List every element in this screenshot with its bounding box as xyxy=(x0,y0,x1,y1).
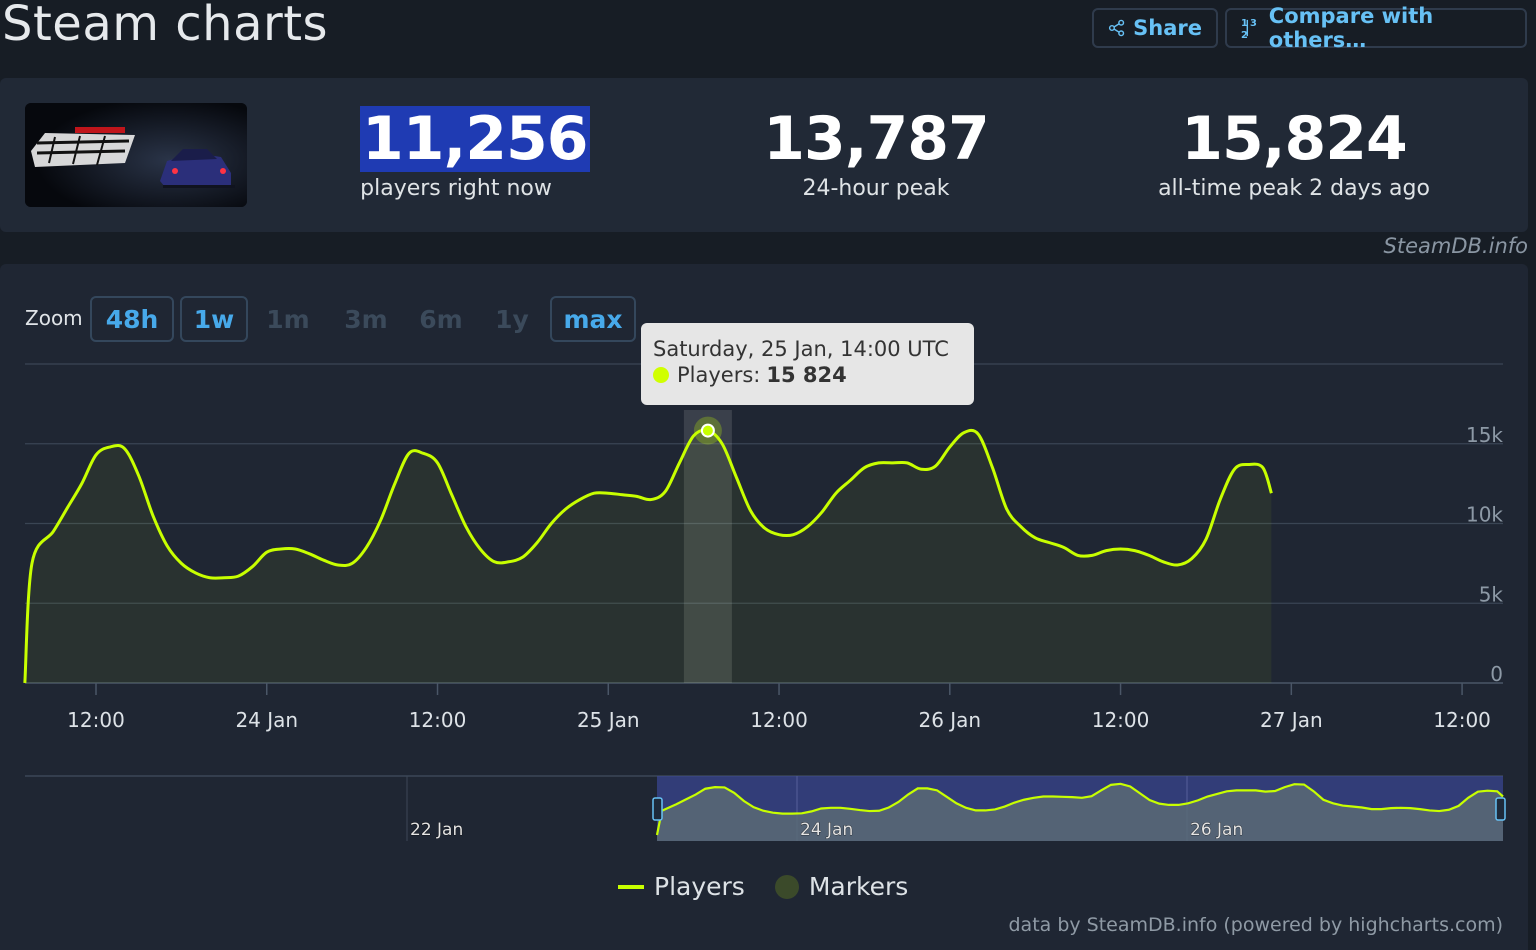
players-area xyxy=(24,430,1272,683)
compare-button[interactable]: 1 3 2 Compare with others… xyxy=(1225,4,1527,52)
navigator-label: 26 Jan xyxy=(1190,820,1243,840)
x-tick-label: 24 Jan xyxy=(235,708,298,732)
x-tick-label: 25 Jan xyxy=(577,708,640,732)
x-tick-label: 12:00 xyxy=(1092,708,1150,732)
x-tick-label: 26 Jan xyxy=(918,708,981,732)
svg-text:3: 3 xyxy=(1250,18,1257,29)
players-now-value: 11,256 xyxy=(362,104,589,174)
share-icon xyxy=(1108,19,1125,37)
alltime-peak-value: 15,824 xyxy=(1181,104,1408,174)
zoom-max-button[interactable]: max xyxy=(550,296,636,342)
hover-point xyxy=(700,423,715,438)
legend-players-label: Players xyxy=(654,872,745,901)
tooltip-date: Saturday, 25 Jan, 14:00 UTC xyxy=(653,337,949,361)
hover-band xyxy=(683,410,732,683)
stat-alltime-peak: 15,824 all-time peak 2 days ago xyxy=(1144,106,1444,201)
players-line xyxy=(23,428,1273,684)
x-tick-label: 12:00 xyxy=(67,708,125,732)
navigator-handle-left[interactable] xyxy=(652,797,663,821)
players-series xyxy=(23,416,1273,684)
zoom-48h-button[interactable]: 48h xyxy=(90,296,174,342)
y-tick-label: 10k xyxy=(1466,503,1503,527)
zoom-1y-button[interactable]: 1y xyxy=(495,304,529,334)
tooltip-series-dot xyxy=(653,367,669,383)
legend-line-swatch xyxy=(618,884,644,889)
x-tick-label: 12:00 xyxy=(409,708,467,732)
steamdb-watermark: SteamDB.info xyxy=(1383,234,1528,258)
navigator-label: 24 Jan xyxy=(800,820,853,840)
x-tick-label: 12:00 xyxy=(750,708,808,732)
legend-item-players[interactable]: Players xyxy=(618,872,745,901)
game-logo-image xyxy=(25,103,247,207)
compare-label: Compare with others… xyxy=(1268,4,1434,52)
zoom-1m-button[interactable]: 1m xyxy=(266,304,310,334)
legend-item-markers[interactable]: Markers xyxy=(774,872,909,901)
y-tick-label: 15k xyxy=(1466,423,1503,447)
hover-highlight xyxy=(683,410,732,683)
share-label: Share xyxy=(1133,16,1202,40)
tooltip-series-label: Players: xyxy=(677,363,761,387)
legend-marker-swatch xyxy=(774,874,799,899)
stat-24h-peak: 13,787 24-hour peak xyxy=(760,106,992,201)
navigator-line xyxy=(655,782,1504,836)
compare-icon: 1 3 2 xyxy=(1241,18,1257,41)
players-now-label: players right now xyxy=(360,176,552,201)
x-axis: 12:00 24 Jan 12:00 25 Jan 12:00 26 Jan 12:00 27… xyxy=(67,683,1491,732)
share-button[interactable]: Share xyxy=(1092,8,1218,48)
x-tick-label: 27 Jan xyxy=(1260,708,1323,732)
alltime-peak-label: all-time peak 2 days ago xyxy=(1158,176,1430,201)
y-axis: 0 5k 10k 15k xyxy=(1466,423,1503,686)
page-title: Steam charts xyxy=(2,0,329,52)
navigator-label: 22 Jan xyxy=(410,820,463,840)
navigator-area xyxy=(657,783,1503,841)
legend-markers-label: Markers xyxy=(808,872,909,901)
svg-text:1: 1 xyxy=(1241,18,1248,29)
zoom-1w-button[interactable]: 1w xyxy=(180,296,248,342)
peak-24h-label: 24-hour peak xyxy=(802,176,950,201)
y-tick-label: 0 xyxy=(1490,662,1503,686)
game-thumbnail[interactable] xyxy=(25,103,247,207)
navigator-handle-right[interactable] xyxy=(1495,797,1506,821)
player-chart[interactable]: 0 5k 10k 15k 12:00 24 Jan 12:00 25 Jan 12:00 26 … xyxy=(0,264,1536,864)
chart-tooltip: Saturday, 25 Jan, 14:00 UTC Players: 15 … xyxy=(641,323,974,405)
chart-credits[interactable]: data by SteamDB.info (powered by highcha… xyxy=(1008,914,1503,936)
zoom-label: Zoom xyxy=(25,306,83,330)
stat-players-now: 11,256 players right now xyxy=(360,106,590,201)
zoom-3m-button[interactable]: 3m xyxy=(344,304,388,334)
peak-24h-value: 13,787 xyxy=(763,104,990,174)
navigator[interactable]: 22 Jan 24 Jan 26 Jan xyxy=(25,775,1506,841)
svg-text:2: 2 xyxy=(1241,30,1248,41)
tooltip-value: 15 824 xyxy=(766,363,847,387)
x-tick-label: 12:00 xyxy=(1433,708,1491,732)
y-tick-label: 5k xyxy=(1479,582,1504,606)
zoom-6m-button[interactable]: 6m xyxy=(419,304,463,334)
stats-panel: 11,256 players right now 13,787 24-hour … xyxy=(0,78,1528,232)
chart-legend: Players Markers xyxy=(618,872,908,901)
